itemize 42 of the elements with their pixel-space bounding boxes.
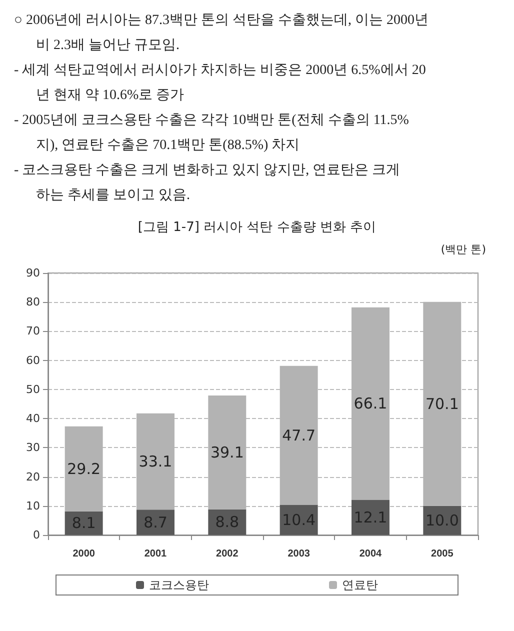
data-label: 8.7 [144,513,168,532]
text: - 코스크용탄 수출은 크게 변화하고 있지 않지만, 연료탄은 크게 [13,162,402,180]
y-axis-title: (백만 톤) [440,242,487,257]
data-label: 10.0 [425,511,459,530]
text: - 2005년에 코크스용탄 수출은 각각 10백만 톤(전체 수출의 11.5% [13,112,410,130]
x-tick-label: 2000 [72,548,96,560]
text: 비 2.3배 늘어난 규모임. [35,37,180,55]
data-label: 66.1 [354,394,388,413]
data-label: 39.1 [210,443,244,462]
y-tick-label: 70 [26,324,40,338]
text: 하는 추세를 보이고 있음. [35,187,191,205]
y-tick-label: 10 [26,499,40,512]
y-tick-label: 90 [26,266,40,280]
x-tick-label: 2002 [216,548,239,560]
legend-label: 코크스용탄 [149,578,209,592]
y-tick-label: 20 [26,470,40,484]
y-tick-label: 50 [26,382,40,396]
text: 년 현재 약 10.6%로 증가 [35,87,186,105]
y-tick-label: 30 [26,441,40,454]
data-label: 29.2 [67,460,101,478]
bar [136,510,174,535]
data-label: 8.1 [72,514,96,532]
y-tick-label: 80 [26,296,40,309]
data-label: 33.1 [138,452,172,470]
x-tick-label: 2005 [431,548,454,560]
data-label: 12.1 [354,508,388,526]
x-tick-label: 2004 [359,548,382,560]
legend-label: 연료탄 [342,578,378,592]
y-tick-label: 60 [26,354,40,367]
x-tick-label: 2003 [288,548,310,560]
y-tick-label: 40 [26,412,40,426]
data-label: 47.7 [282,426,316,444]
data-label: 8.8 [215,513,240,532]
text: ○ 2006년에 러시아는 87.3백만 톤의 석탄을 수출했는데, 이는 2000년 [13,12,430,30]
bar [352,500,390,535]
data-label: 10.4 [282,510,316,529]
y-tick-label: 0 [33,528,40,542]
x-tick-label: 2001 [144,548,168,560]
text: 지), 연료탄 수출은 70.1백만 톤(88.5%) 차지 [35,137,301,155]
chart-title: [그림 1-7] 러시아 석탄 수출량 변화 추이 [136,219,378,236]
data-label: 70.1 [425,394,459,413]
text: - 세계 석탄교역에서 러시아가 차지하는 비중은 2000년 6.5%에서 20 [13,62,427,80]
